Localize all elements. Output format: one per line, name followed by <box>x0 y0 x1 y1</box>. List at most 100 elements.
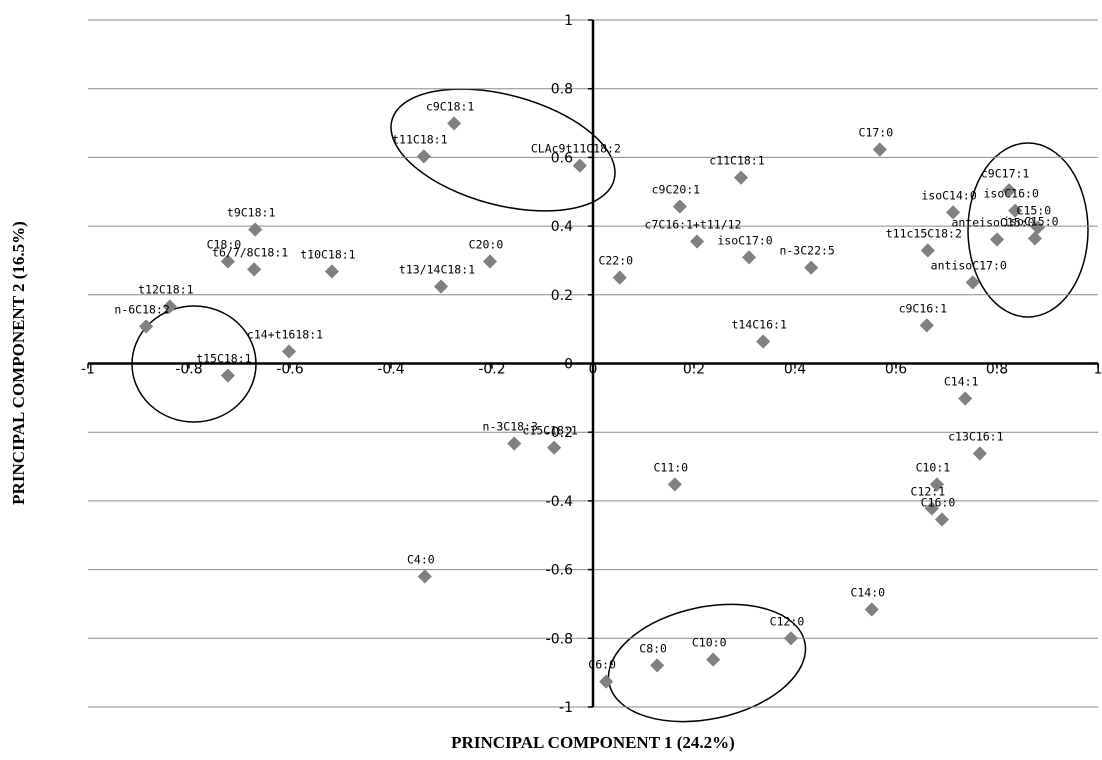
point-label: C10:0 <box>692 636 727 650</box>
point <box>247 262 262 277</box>
point-label: t15C18:1 <box>196 352 251 366</box>
point-label: anteisoC15:0 <box>951 215 1034 229</box>
point-label: isoC17:0 <box>717 233 772 247</box>
point-label: c9C16:1 <box>899 301 948 315</box>
point-label: c9C20:1 <box>652 183 701 197</box>
point-label: t9C18:1 <box>227 206 276 220</box>
x-tick-label: -0.4 <box>377 362 404 378</box>
point <box>756 334 771 349</box>
point <box>667 477 682 492</box>
x-tick-label: -0.6 <box>276 362 303 378</box>
point <box>945 205 961 220</box>
point-label: c11C18:1 <box>709 154 764 168</box>
point-label: C12:0 <box>770 614 805 628</box>
point-label: c7C16:1+t11/12 <box>645 218 742 232</box>
point-label: t13/14C18:1 <box>399 263 475 277</box>
point-label: isoC14:0 <box>921 188 976 202</box>
point <box>804 260 819 275</box>
y-axis-title: PRINCIPAL COMPONENT 2 (16.5%) <box>9 221 28 505</box>
point <box>650 658 665 673</box>
point <box>972 446 987 461</box>
x-tick-label: 0.6 <box>885 362 907 378</box>
point-label: t11C18:1 <box>392 132 447 146</box>
point <box>929 477 944 492</box>
x-tick-label: 1 <box>1094 362 1102 378</box>
point-label: c15C18:1 <box>522 424 577 438</box>
point-label: antisoC17:0 <box>931 258 1007 272</box>
point-label: C14:1 <box>944 375 979 389</box>
point-label: C12:1 <box>911 484 946 498</box>
point-label: t11c15C18:2 <box>886 226 962 240</box>
point-label: t10C18:1 <box>300 247 355 261</box>
y-tick-label: -0.2 <box>546 425 573 441</box>
point-label: t6/7/8C18:1 <box>212 245 288 259</box>
point-label: n-3C22:5 <box>779 244 834 258</box>
y-tick-label: 0.4 <box>551 219 573 235</box>
point-label: C4:0 <box>407 552 435 566</box>
point <box>872 142 887 157</box>
x-tick-label: 0.8 <box>986 362 1008 378</box>
point <box>783 631 799 646</box>
point <box>599 674 614 689</box>
point <box>672 199 687 214</box>
point <box>864 602 879 617</box>
point <box>139 319 154 334</box>
point-label: c9C18:1 <box>426 99 475 113</box>
point <box>1027 231 1042 246</box>
point-label: C22:0 <box>598 254 633 268</box>
cluster-ellipse <box>967 142 1089 318</box>
point <box>162 299 177 314</box>
y-tick-label: -1 <box>559 700 573 716</box>
y-tick-label: 1 <box>564 13 573 29</box>
point <box>919 318 934 333</box>
x-axis-title: PRINCIPAL COMPONENT 1 (24.2%) <box>451 733 735 752</box>
point-label: C10:1 <box>916 460 951 474</box>
point <box>572 158 587 173</box>
point-label: t12C18:1 <box>138 282 193 296</box>
point-label: C17:0 <box>859 125 894 139</box>
point <box>1002 183 1017 198</box>
point-label: C18:0 <box>207 237 242 251</box>
point-label: isoC15:0 <box>1003 214 1058 228</box>
point <box>417 569 432 584</box>
point <box>220 254 235 269</box>
y-tick-label: -0.8 <box>546 631 573 647</box>
point <box>248 222 263 237</box>
point <box>958 391 973 406</box>
point-label: C8:0 <box>639 641 667 655</box>
x-tick-label: 0.2 <box>683 362 705 378</box>
x-tick-label: 0.4 <box>784 362 806 378</box>
y-tick-label: 0.2 <box>551 288 573 304</box>
cluster-ellipse <box>390 88 616 212</box>
x-tick-label: -0.8 <box>175 362 202 378</box>
point <box>1030 220 1045 235</box>
point-label: C15:0 <box>1017 203 1052 217</box>
point-label: C20:0 <box>469 237 504 251</box>
point-label: C6:0 <box>588 658 616 672</box>
point <box>733 170 749 185</box>
y-tick-label: 0.6 <box>551 150 573 166</box>
x-tick-label: -0.2 <box>478 362 505 378</box>
cluster-ellipse <box>607 603 807 723</box>
point-label: n-6C18:2 <box>114 302 169 316</box>
point-label: CLAc9t11C18:2 <box>531 142 621 156</box>
point <box>689 234 705 249</box>
point <box>324 264 339 279</box>
point <box>547 440 562 455</box>
x-tick-label: -1 <box>81 362 95 378</box>
point <box>934 512 950 527</box>
point <box>920 243 935 258</box>
point <box>447 116 462 131</box>
point <box>706 652 721 667</box>
point-label: c13C16:1 <box>948 429 1003 443</box>
point <box>965 275 980 290</box>
y-tick-label: -0.4 <box>546 494 573 510</box>
y-tick-label: -0.6 <box>546 563 573 579</box>
point-label: c14+t1618:1 <box>247 327 323 341</box>
point-label: C16:0 <box>921 495 956 509</box>
point-label: n-3C18:3 <box>483 420 538 434</box>
point <box>433 279 449 294</box>
point <box>507 436 522 451</box>
point <box>989 232 1005 247</box>
